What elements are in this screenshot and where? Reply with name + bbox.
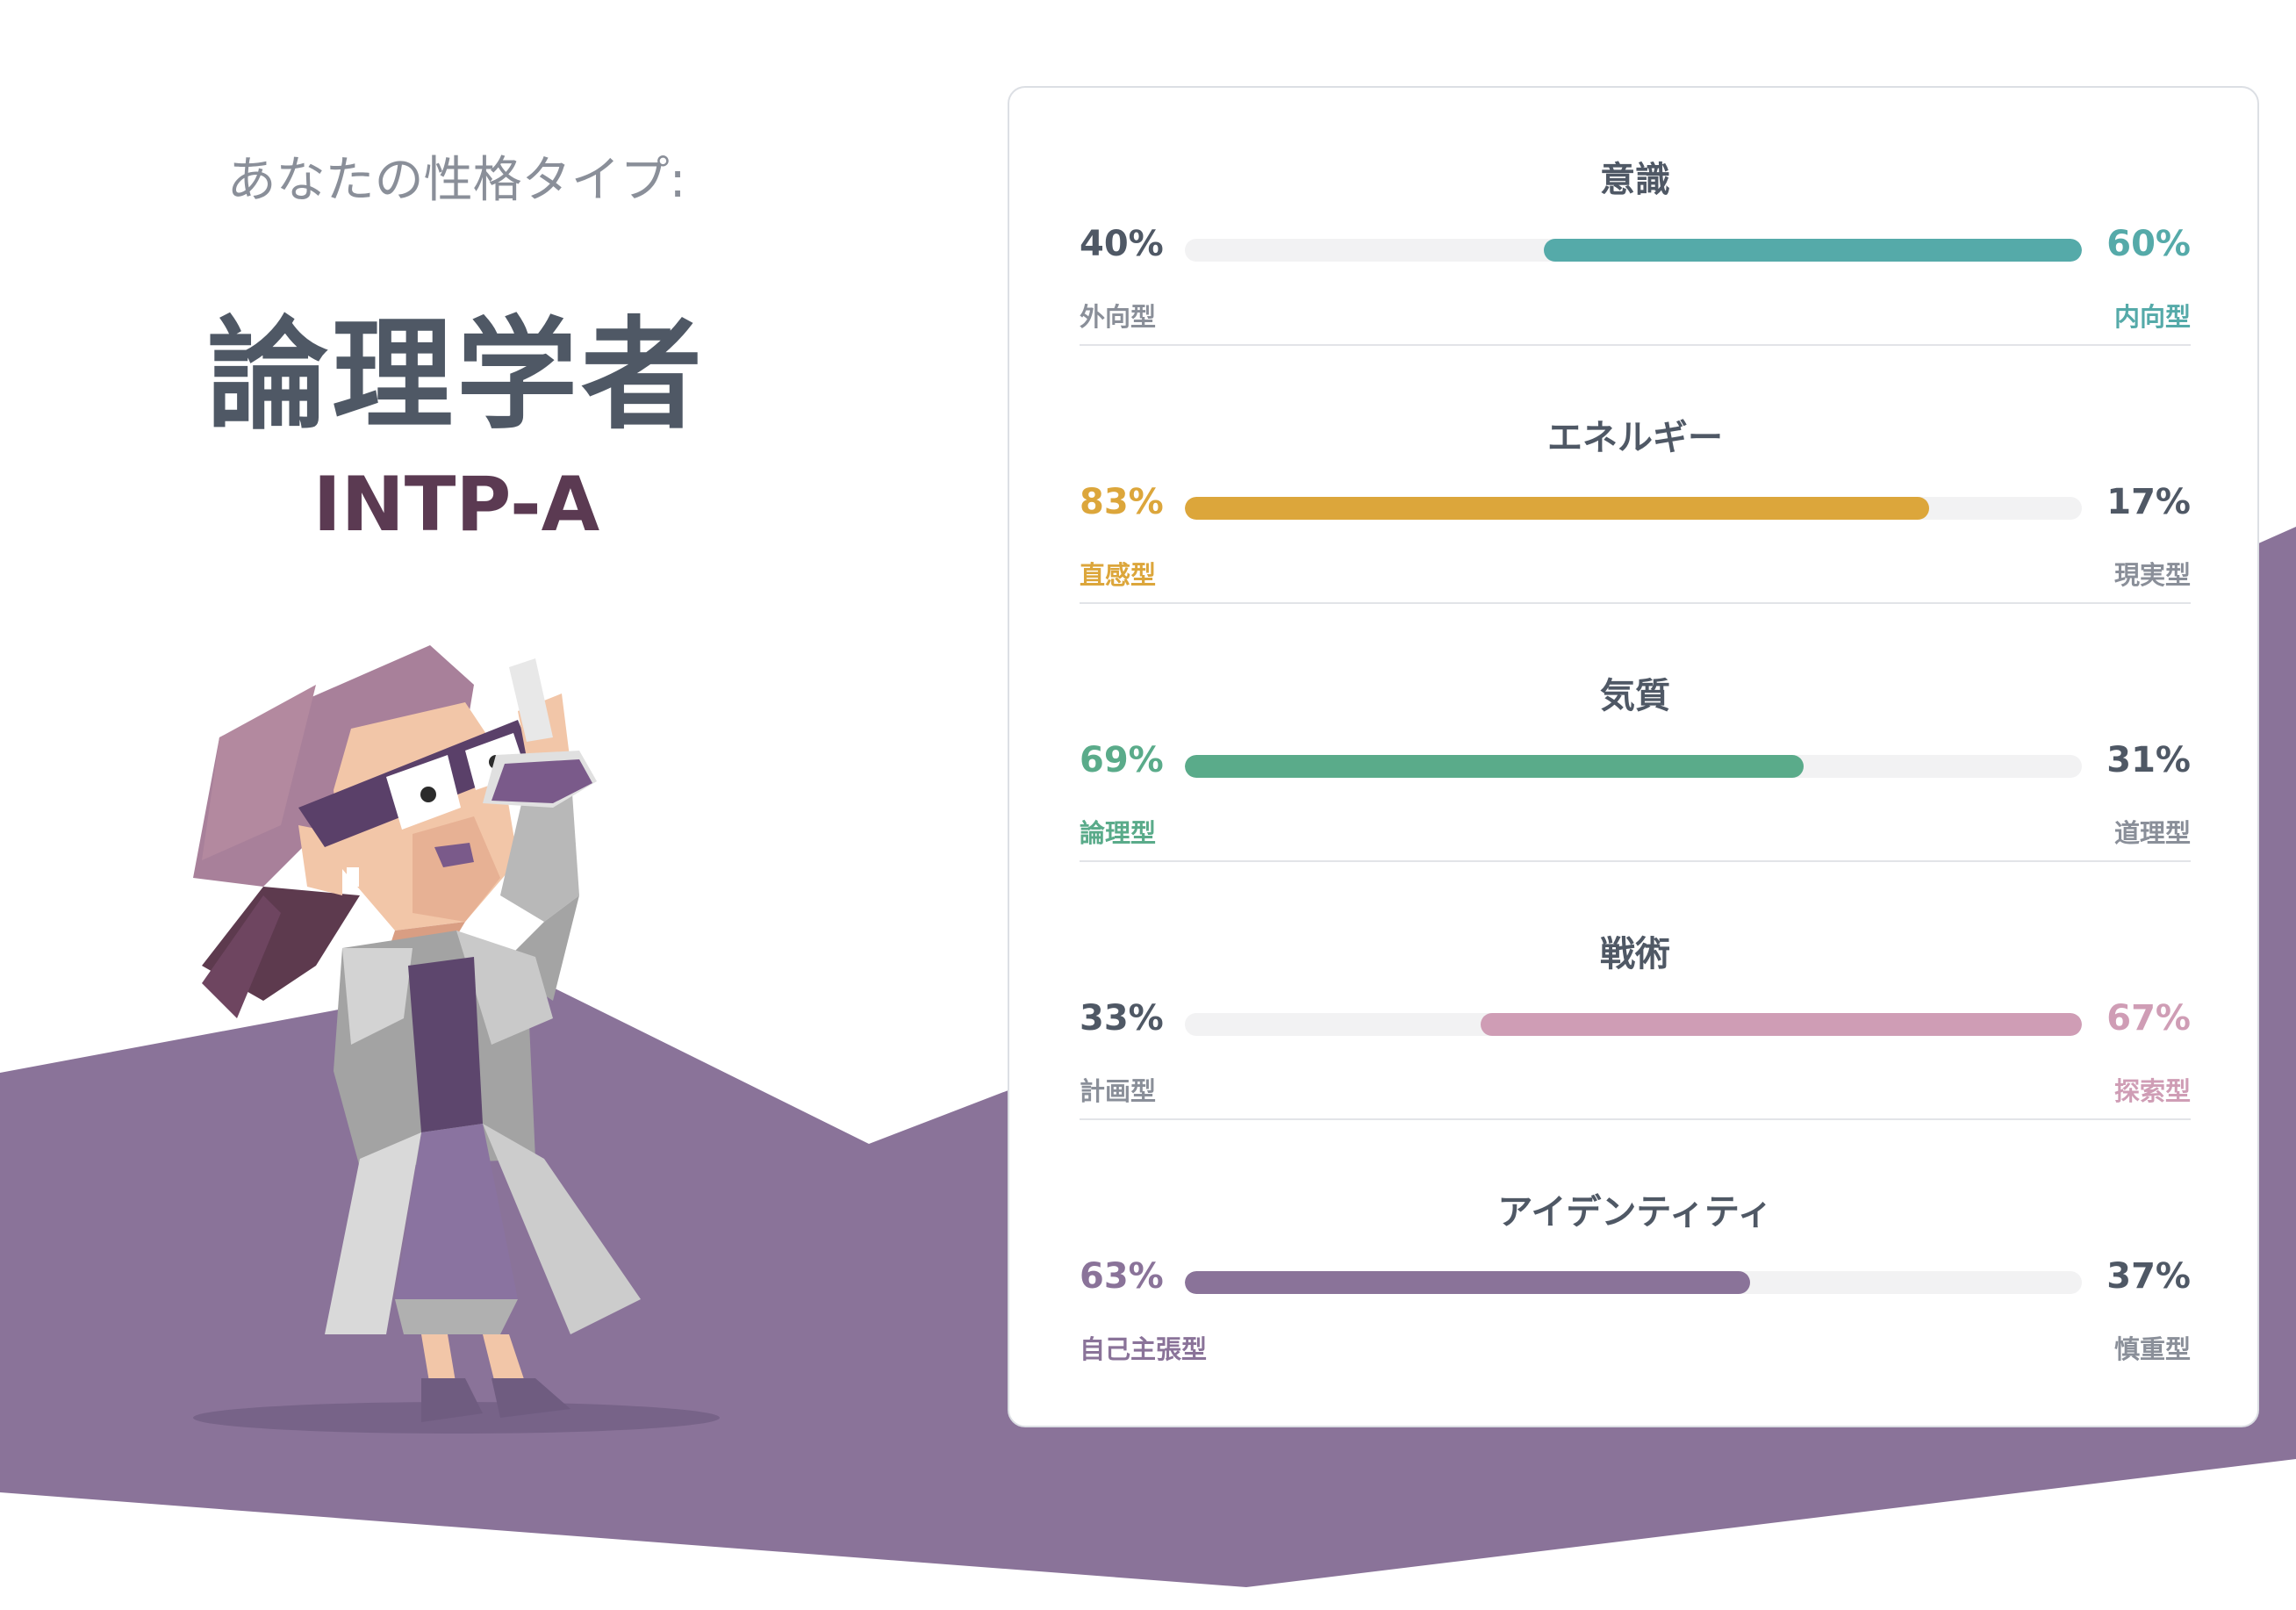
trait-right-label: 内向型: [2113, 302, 2191, 332]
trait-progress-bar: [1185, 1013, 2082, 1036]
type-name: 論理学者: [206, 305, 706, 446]
divider: [1080, 344, 2191, 346]
trait-right-percent: 60%: [2106, 224, 2191, 264]
trait-right-percent: 67%: [2106, 998, 2191, 1039]
trait-progress-bar: [1185, 497, 2082, 520]
trait-progress-fill: [1185, 1271, 1750, 1294]
trait-progress-bar: [1185, 755, 2082, 778]
trait-results-card: 意識 40% 60% 外向型 内向型エネルギー 83% 17% 直感型 現実型気質 69% 31% 論…: [1008, 86, 2259, 1427]
trait-progress-fill: [1543, 239, 2082, 262]
trait-progress-fill: [1185, 755, 1805, 778]
trait-name: 気質: [1600, 676, 1670, 716]
divider: [1080, 1118, 2191, 1120]
trait-progress-bar: [1185, 1271, 2082, 1294]
trait-left-label: 論理型: [1080, 818, 1157, 848]
divider: [1080, 602, 2191, 604]
type-code: INTP-A: [312, 461, 600, 549]
trait-left-percent: 33%: [1080, 998, 1164, 1039]
trait-name: 戦術: [1600, 934, 1670, 974]
trait-right-label: 探索型: [2113, 1076, 2191, 1106]
trait-right-percent: 31%: [2106, 740, 2191, 780]
trait-progress-bar: [1185, 239, 2082, 262]
trait-left-label: 自己主張型: [1080, 1334, 1208, 1364]
trait-row: 戦術 33% 67% 計画型 探索型: [1080, 862, 2191, 1120]
trait-row: 気質 69% 31% 論理型 道理型: [1080, 604, 2191, 862]
trait-row: アイデンティティ 63% 37% 自己主張型 慎重型: [1080, 1120, 2191, 1378]
trait-right-percent: 37%: [2106, 1256, 2191, 1297]
trait-right-label: 慎重型: [2113, 1334, 2191, 1364]
trait-name: アイデンティティ: [1497, 1192, 1773, 1233]
trait-left-percent: 40%: [1080, 224, 1164, 264]
trait-left-label: 外向型: [1080, 302, 1157, 332]
trait-left-percent: 83%: [1080, 482, 1164, 522]
trait-left-percent: 69%: [1080, 740, 1164, 780]
trait-left-label: 計画型: [1080, 1076, 1157, 1106]
trait-progress-fill: [1185, 497, 1930, 520]
trait-left-label: 直感型: [1080, 560, 1157, 590]
trait-row: エネルギー 83% 17% 直感型 現実型: [1080, 346, 2191, 604]
scientist-character-icon: [193, 645, 720, 1434]
divider: [1080, 860, 2191, 862]
trait-left-percent: 63%: [1080, 1256, 1164, 1297]
trait-name: 意識: [1600, 160, 1670, 200]
trait-progress-fill: [1481, 1013, 2082, 1036]
type-eyebrow: あなたの性格タイプ:: [226, 152, 686, 209]
trait-name: エネルギー: [1547, 418, 1723, 458]
trait-row: 意識 40% 60% 外向型 内向型: [1080, 88, 2191, 346]
trait-right-label: 道理型: [2113, 818, 2191, 848]
trait-right-label: 現実型: [2113, 560, 2191, 590]
trait-right-percent: 17%: [2106, 482, 2191, 522]
